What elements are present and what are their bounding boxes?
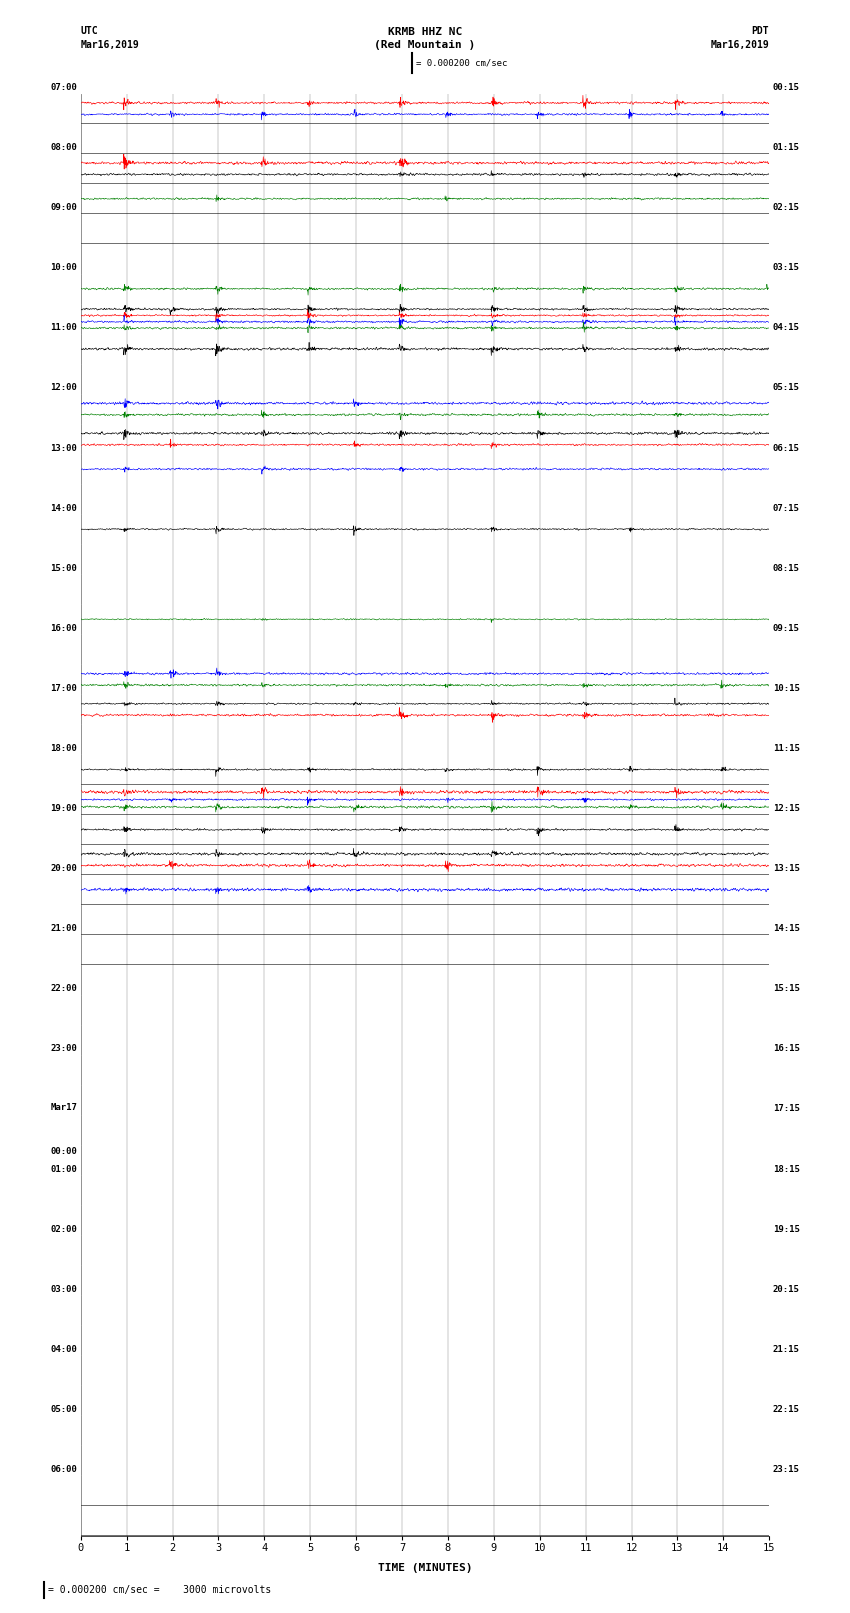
Text: 14:00: 14:00: [50, 503, 77, 513]
Text: 20:15: 20:15: [773, 1284, 800, 1294]
Text: 09:15: 09:15: [773, 624, 800, 632]
Text: 03:00: 03:00: [50, 1284, 77, 1294]
Text: 15:00: 15:00: [50, 563, 77, 573]
Text: 22:00: 22:00: [50, 984, 77, 994]
Text: 23:00: 23:00: [50, 1044, 77, 1053]
Text: 08:00: 08:00: [50, 144, 77, 152]
Text: 18:00: 18:00: [50, 744, 77, 753]
Text: 00:15: 00:15: [773, 82, 800, 92]
Text: = 0.000200 cm/sec: = 0.000200 cm/sec: [416, 58, 507, 68]
Text: 12:00: 12:00: [50, 384, 77, 392]
Text: 10:15: 10:15: [773, 684, 800, 694]
Text: 07:15: 07:15: [773, 503, 800, 513]
Text: 05:00: 05:00: [50, 1405, 77, 1415]
Text: 20:00: 20:00: [50, 865, 77, 873]
Text: 15:15: 15:15: [773, 984, 800, 994]
Text: 19:15: 19:15: [773, 1224, 800, 1234]
Text: PDT: PDT: [751, 26, 769, 35]
Text: 12:15: 12:15: [773, 803, 800, 813]
Text: 17:00: 17:00: [50, 684, 77, 694]
Text: 04:00: 04:00: [50, 1345, 77, 1353]
Text: Mar17: Mar17: [50, 1103, 77, 1111]
Text: 17:15: 17:15: [773, 1105, 800, 1113]
Text: 02:00: 02:00: [50, 1224, 77, 1234]
Text: 23:15: 23:15: [773, 1465, 800, 1474]
Text: TIME (MINUTES): TIME (MINUTES): [377, 1563, 473, 1573]
Text: 08:15: 08:15: [773, 563, 800, 573]
Text: KRMB HHZ NC: KRMB HHZ NC: [388, 27, 462, 37]
Text: 01:00: 01:00: [50, 1165, 77, 1174]
Text: 16:15: 16:15: [773, 1044, 800, 1053]
Text: 06:00: 06:00: [50, 1465, 77, 1474]
Text: 19:00: 19:00: [50, 803, 77, 813]
Text: 22:15: 22:15: [773, 1405, 800, 1415]
Text: 10:00: 10:00: [50, 263, 77, 273]
Text: 03:15: 03:15: [773, 263, 800, 273]
Text: 21:00: 21:00: [50, 924, 77, 934]
Text: 04:15: 04:15: [773, 323, 800, 332]
Text: 09:00: 09:00: [50, 203, 77, 213]
Text: 00:00: 00:00: [50, 1147, 77, 1155]
Text: 06:15: 06:15: [773, 444, 800, 453]
Text: 13:15: 13:15: [773, 865, 800, 873]
Text: 14:15: 14:15: [773, 924, 800, 934]
Text: 16:00: 16:00: [50, 624, 77, 632]
Text: (Red Mountain ): (Red Mountain ): [374, 40, 476, 50]
Text: 21:15: 21:15: [773, 1345, 800, 1353]
Text: 05:15: 05:15: [773, 384, 800, 392]
Text: 01:15: 01:15: [773, 144, 800, 152]
Text: 18:15: 18:15: [773, 1165, 800, 1174]
Text: 11:00: 11:00: [50, 323, 77, 332]
Text: 13:00: 13:00: [50, 444, 77, 453]
Text: = 0.000200 cm/sec =    3000 microvolts: = 0.000200 cm/sec = 3000 microvolts: [48, 1586, 271, 1595]
Text: 07:00: 07:00: [50, 82, 77, 92]
Text: 02:15: 02:15: [773, 203, 800, 213]
Text: UTC: UTC: [81, 26, 99, 35]
Text: Mar16,2019: Mar16,2019: [711, 40, 769, 50]
Text: 11:15: 11:15: [773, 744, 800, 753]
Text: Mar16,2019: Mar16,2019: [81, 40, 139, 50]
